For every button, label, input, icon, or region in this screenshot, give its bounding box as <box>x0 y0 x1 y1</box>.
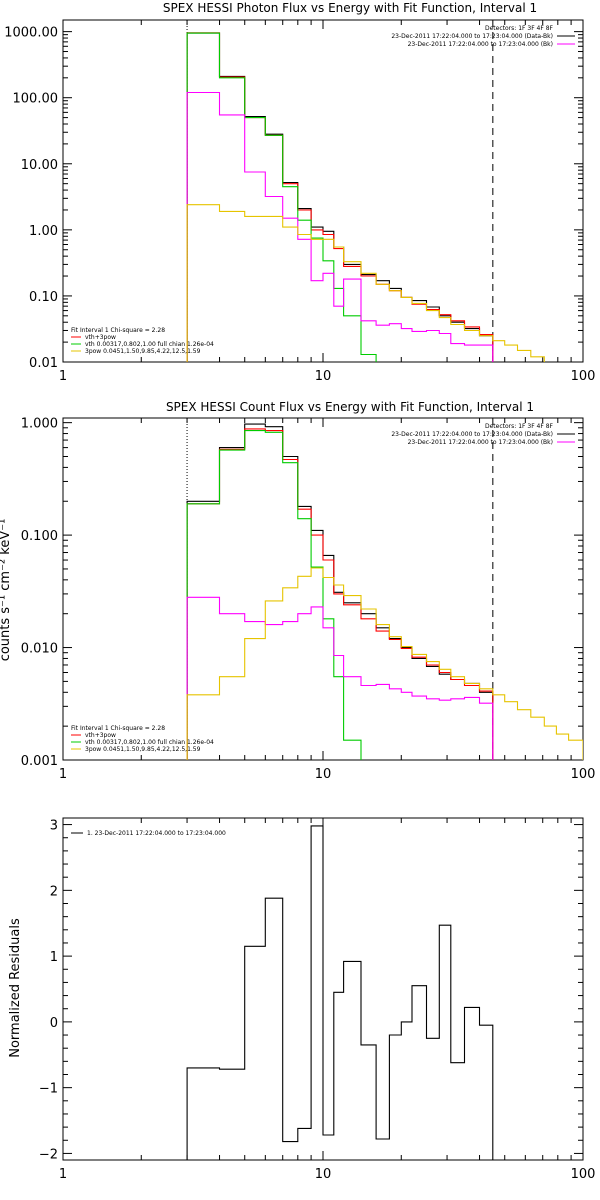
panel-residuals: Normalized Residuals 1 10 100 −2 −1 0 1 2 3 1. 23… <box>8 817 596 1182</box>
x-tick-label: 10 <box>315 369 332 384</box>
chart-title: SPEX HESSI Photon Flux vs Energy with Fi… <box>163 1 537 15</box>
y-tick-label: 0 <box>50 1016 58 1031</box>
series-line-0 <box>186 825 494 1160</box>
legend-label: 23-Dec-2011 17:22:04.000 to 17:23:04.000… <box>408 41 553 48</box>
y-tick-label: 1 <box>50 950 58 965</box>
y-tick-label: 0.01 <box>29 356 58 371</box>
legend: 1. 23-Dec-2011 17:22:04.000 to 17:23:04.… <box>71 830 226 837</box>
y-tick-label: 2 <box>50 884 58 899</box>
y-tick-label: 0.010 <box>21 642 58 657</box>
x-tick-label: 100 <box>571 767 596 782</box>
fit-legend-label: vth+3pow <box>85 732 116 739</box>
x-tick-label: 1 <box>59 369 67 384</box>
y-tick-label: 3 <box>50 819 58 834</box>
y-tick-label: 100.00 <box>13 92 59 107</box>
x-tick-label: 1 <box>59 767 67 782</box>
legend-label: 23-Dec-2011 17:22:04.000 to 17:23:04.000… <box>408 439 553 446</box>
fit-legend-header: Fit Interval 1 Chi-square = 2.28 <box>71 725 165 732</box>
panel-photon-flux: SPEX HESSI Photon Flux vs Energy with Fi… <box>4 1 595 384</box>
series-line-0 <box>186 423 494 760</box>
x-tick-label: 100 <box>571 1167 596 1182</box>
y-axis-label: counts s⁻¹ cm⁻² keV⁻¹ <box>0 519 13 662</box>
chart-title: SPEX HESSI Count Flux vs Energy with Fit… <box>166 400 534 414</box>
fit-legend-label: vth 0.00317,0.802,1.00 full chian 1.26e-… <box>85 341 214 348</box>
x-tick-label: 10 <box>315 767 332 782</box>
legend-label: 23-Dec-2011 17:22:04.000 to 17:23:04.000… <box>391 33 553 40</box>
fit-legend: Fit Interval 1 Chi-square = 2.28vth+3pow… <box>71 725 214 753</box>
y-tick-label: 1000.00 <box>4 26 58 41</box>
y-tick-label: −1 <box>39 1082 58 1097</box>
fit-legend-label: vth 0.00317,0.802,1.00 full chian 1.26e-… <box>85 739 214 746</box>
y-tick-label: 0.10 <box>29 290 58 305</box>
plot-frame <box>62 19 584 363</box>
series-line-4 <box>186 204 545 362</box>
y-axis-label: Normalized Residuals <box>8 918 23 1058</box>
series-line-3 <box>186 91 494 362</box>
y-tick-label: 10.00 <box>21 158 58 173</box>
panel-count-flux: SPEX HESSI Count Flux vs Energy with Fit… <box>0 400 595 782</box>
fit-legend-label: 3pow 0.0451,1.50,9.85,4.22,12.5,1.59 <box>85 348 201 355</box>
x-tick-label: 100 <box>571 369 596 384</box>
x-tick-label: 10 <box>315 1167 332 1182</box>
y-tick-label: 1.000 <box>21 417 58 432</box>
legend-header: Detectors: 1F 3F 4F 8F <box>485 25 554 32</box>
fit-legend: Fit Interval 1 Chi-square = 2.28vth+3pow… <box>71 327 214 355</box>
legend-header: Detectors: 1F 3F 4F 8F <box>485 423 554 430</box>
x-tick-label: 1 <box>59 1167 67 1182</box>
y-tick-label: −2 <box>39 1147 58 1162</box>
series-line-1 <box>186 32 494 362</box>
fit-legend-header: Fit Interval 1 Chi-square = 2.28 <box>71 327 165 334</box>
legend-label: 23-Dec-2011 17:22:04.000 to 17:23:04.000… <box>391 431 553 438</box>
series-line-2 <box>186 32 377 362</box>
y-tick-label: 0.100 <box>21 529 58 544</box>
legend-label: 1. 23-Dec-2011 17:22:04.000 to 17:23:04.… <box>87 830 226 837</box>
fit-legend-label: 3pow 0.0451,1.50,9.85,4.22,12.5,1.59 <box>85 746 201 753</box>
fit-legend-label: vth+3pow <box>85 334 116 341</box>
y-tick-label: 1.00 <box>29 224 58 239</box>
y-tick-label: 0.001 <box>21 754 58 769</box>
series-line-1 <box>186 428 494 760</box>
series-line-4 <box>186 567 583 760</box>
series-line-3 <box>186 596 494 760</box>
series-line-2 <box>186 430 362 760</box>
